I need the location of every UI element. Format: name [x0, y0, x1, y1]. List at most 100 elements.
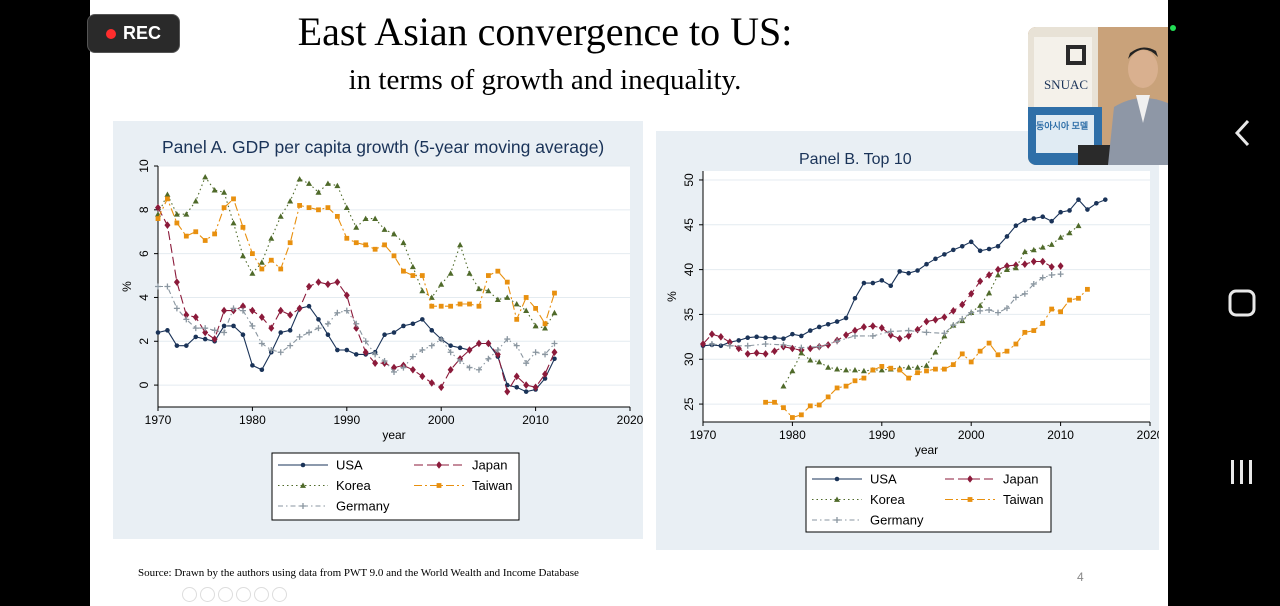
rec-label: REC — [123, 23, 162, 43]
data-point-korea — [1030, 246, 1037, 253]
data-point-korea — [409, 263, 416, 270]
data-point-korea — [977, 302, 984, 308]
data-point-germany — [362, 338, 369, 345]
data-point-usa — [977, 248, 983, 254]
data-point-korea — [1012, 264, 1019, 271]
legend-label-korea: Korea — [870, 492, 905, 507]
legend-label-usa: USA — [336, 458, 363, 473]
data-point-germany — [173, 305, 180, 312]
data-point-germany — [466, 364, 473, 371]
data-point-taiwan — [843, 383, 849, 389]
data-point-taiwan — [1013, 341, 1019, 347]
data-point-japan — [860, 323, 867, 331]
data-point-usa — [1085, 207, 1090, 212]
y-tick-label: 4 — [137, 294, 151, 301]
toolbar-back-icon[interactable] — [182, 587, 197, 602]
data-point-usa — [316, 317, 321, 322]
x-tick-label: 2000 — [428, 413, 455, 427]
data-point-korea — [523, 307, 530, 313]
y-tick-label: 0 — [137, 381, 151, 388]
legend: USA Japan Korea Taiwan Germany — [271, 452, 520, 521]
data-point-germany — [551, 340, 558, 347]
data-point-germany — [324, 320, 331, 327]
toolbar-slides-icon[interactable] — [236, 587, 251, 602]
data-point-germany — [923, 329, 930, 336]
data-point-usa — [781, 336, 786, 341]
x-axis-label: year — [915, 443, 938, 457]
data-point-japan — [753, 349, 760, 357]
data-point-germany — [986, 306, 993, 313]
y-tick-label: 35 — [682, 307, 696, 321]
data-point-usa — [420, 317, 425, 322]
data-point-germany — [851, 332, 858, 339]
legend-label-germany: Germany — [870, 513, 924, 528]
data-point-korea — [239, 252, 246, 259]
x-tick-label: 1980 — [239, 413, 266, 427]
data-point-japan — [362, 348, 369, 357]
data-point-germany — [306, 329, 313, 336]
data-point-usa — [221, 323, 227, 329]
data-point-korea — [315, 189, 322, 195]
data-point-japan — [726, 338, 733, 347]
data-point-japan — [896, 334, 903, 343]
toolbar-more-icon[interactable] — [272, 587, 287, 602]
data-point-germany — [268, 347, 275, 354]
data-point-taiwan — [1004, 348, 1010, 354]
data-point-taiwan — [287, 240, 293, 246]
data-point-taiwan — [174, 220, 180, 226]
data-point-usa — [259, 367, 265, 373]
data-point-usa — [995, 244, 1001, 249]
y-tick-label: 8 — [137, 206, 151, 213]
data-point-usa — [807, 328, 813, 333]
data-point-taiwan — [401, 268, 406, 274]
recent-apps-icon[interactable] — [1222, 452, 1262, 492]
data-point-taiwan — [193, 229, 199, 235]
data-point-korea — [457, 241, 464, 248]
data-point-japan — [825, 341, 832, 349]
data-point-usa — [391, 330, 397, 335]
data-point-korea — [447, 270, 454, 276]
data-point-korea — [400, 239, 407, 246]
data-point-korea — [1048, 241, 1055, 247]
y-tick-label: 6 — [137, 250, 151, 257]
data-point-japan — [306, 282, 313, 291]
home-button-icon[interactable] — [1222, 283, 1262, 323]
y-axis-label: % — [665, 291, 679, 302]
legend-item-germany: Germany — [278, 499, 390, 514]
data-point-japan — [324, 280, 331, 289]
rec-button[interactable]: REC — [87, 14, 180, 53]
data-point-taiwan — [306, 205, 312, 211]
data-point-japan — [708, 330, 715, 338]
data-point-germany — [762, 341, 769, 348]
toolbar-pen-icon[interactable] — [218, 587, 233, 602]
data-point-taiwan — [533, 306, 538, 311]
data-point-usa — [843, 315, 849, 321]
data-point-japan — [771, 347, 778, 355]
data-point-germany — [485, 355, 492, 362]
data-point-taiwan — [772, 399, 777, 405]
data-point-taiwan — [968, 359, 974, 365]
data-point-usa — [942, 252, 947, 257]
data-point-usa — [897, 269, 902, 274]
toolbar-play-icon[interactable] — [200, 587, 215, 602]
data-point-germany — [1048, 271, 1055, 278]
toolbar-zoom-icon[interactable] — [254, 587, 269, 602]
data-point-japan — [941, 313, 948, 321]
y-tick-label: 45 — [682, 218, 696, 232]
data-point-germany — [494, 347, 501, 354]
data-point-germany — [296, 333, 303, 340]
presentation-slide: East Asian convergence to US: in terms o… — [90, 0, 1168, 606]
data-point-germany — [277, 349, 284, 356]
data-point-japan — [932, 316, 939, 324]
data-point-germany — [475, 366, 482, 373]
record-dot-icon — [106, 28, 116, 39]
data-point-usa — [174, 343, 180, 348]
data-point-usa — [799, 333, 804, 339]
back-chevron-icon[interactable] — [1222, 113, 1262, 153]
data-point-usa — [231, 323, 236, 329]
data-point-usa — [457, 345, 463, 351]
data-point-japan — [485, 339, 492, 348]
data-point-japan — [475, 339, 482, 348]
webcam-overlay[interactable]: SNUAC 동아시아 모델 — [1028, 27, 1168, 165]
data-point-germany — [419, 347, 426, 354]
